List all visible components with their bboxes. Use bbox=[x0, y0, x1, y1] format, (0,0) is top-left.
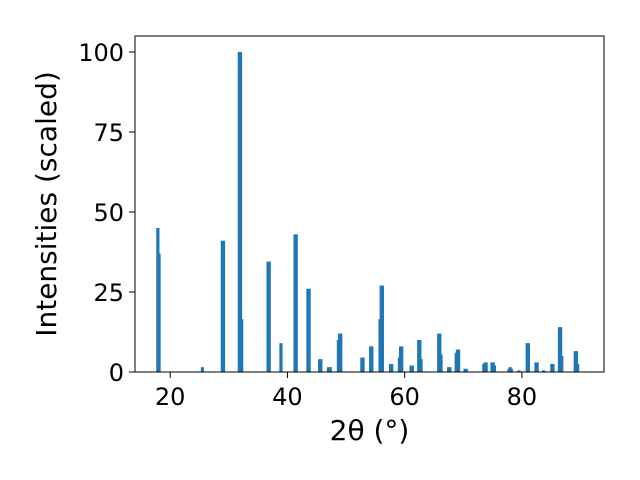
bar-peak bbox=[448, 367, 452, 372]
y-tick-label: 75 bbox=[93, 119, 124, 147]
y-tick-label: 25 bbox=[93, 279, 124, 307]
bar-peak bbox=[535, 362, 539, 372]
bar-peak bbox=[551, 364, 555, 372]
bar-peak bbox=[361, 357, 365, 372]
bar-peak bbox=[542, 370, 546, 372]
y-axis-ticks: 0 25 50 75 100 bbox=[78, 39, 135, 387]
x-axis-label: 2θ (°) bbox=[330, 414, 410, 447]
bar-peak bbox=[457, 349, 461, 372]
bar-peak bbox=[240, 319, 244, 372]
x-tick-label: 20 bbox=[155, 383, 186, 411]
bar-peak bbox=[492, 365, 496, 372]
bar-peak bbox=[307, 288, 311, 372]
bar-peak bbox=[328, 367, 332, 372]
bar-peak bbox=[439, 354, 443, 372]
plot-frame bbox=[134, 35, 605, 373]
bar-peak bbox=[157, 253, 161, 372]
bar-peak bbox=[221, 240, 226, 372]
bar-peak bbox=[438, 333, 442, 372]
bar-peak bbox=[370, 346, 374, 372]
y-tick-label: 100 bbox=[78, 39, 124, 67]
bar-peak bbox=[326, 367, 331, 372]
bar-peak bbox=[509, 368, 513, 372]
x-tick-label: 80 bbox=[507, 383, 538, 411]
bar-peak bbox=[484, 362, 488, 372]
y-tick-label: 0 bbox=[109, 359, 124, 387]
bar-peak bbox=[410, 365, 414, 372]
bar-peak bbox=[400, 346, 404, 372]
bar-peak bbox=[559, 327, 563, 372]
x-tick-label: 60 bbox=[389, 383, 420, 411]
bar-peak bbox=[390, 364, 394, 372]
bars-group bbox=[156, 52, 580, 372]
bar-peak bbox=[418, 340, 422, 372]
bar-peak bbox=[419, 359, 423, 372]
bar-peak bbox=[560, 356, 564, 372]
bar-peak bbox=[339, 333, 343, 372]
bar-peak bbox=[294, 234, 298, 372]
x-tick-label: 40 bbox=[272, 383, 303, 411]
bar-peak bbox=[517, 370, 521, 372]
bar-peak bbox=[380, 285, 384, 372]
bar-peak bbox=[238, 52, 243, 372]
y-tick-label: 50 bbox=[93, 199, 124, 227]
bar-peak bbox=[526, 343, 530, 372]
bar-peak bbox=[319, 359, 323, 372]
bar-peak bbox=[574, 351, 579, 372]
bar-peak bbox=[279, 343, 283, 372]
bar-peak bbox=[267, 261, 271, 372]
bar-peak bbox=[576, 364, 580, 372]
x-axis-ticks: 20 40 60 80 bbox=[155, 372, 537, 411]
y-axis-label: Intensities (scaled) bbox=[30, 71, 63, 337]
bar-peak bbox=[200, 367, 205, 372]
bar-peak bbox=[464, 368, 468, 372]
